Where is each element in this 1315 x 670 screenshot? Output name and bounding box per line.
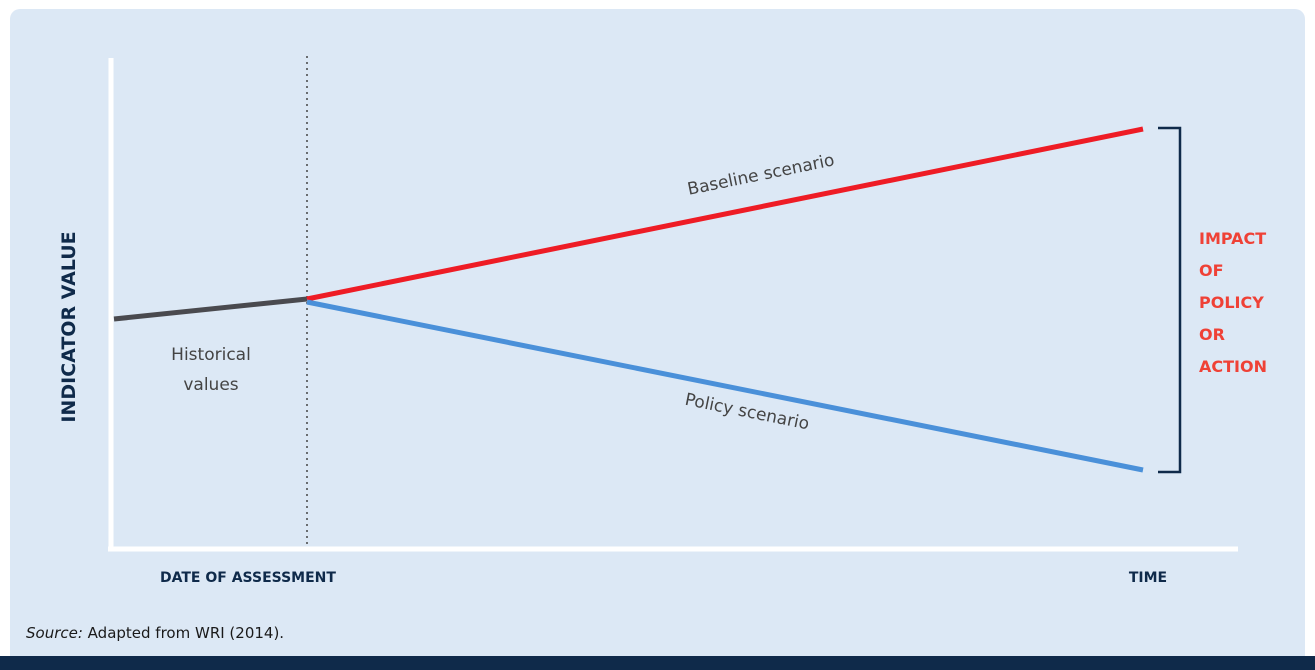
historical-line bbox=[113, 296, 308, 322]
source-prefix: Source: bbox=[26, 624, 83, 642]
bottom-bar bbox=[0, 656, 1315, 670]
impact-label-3: POLICY bbox=[1199, 293, 1264, 312]
y-axis-label: INDICATOR VALUE bbox=[58, 231, 80, 422]
impact-bracket bbox=[1158, 126, 1182, 474]
impact-label-5: ACTION bbox=[1199, 357, 1267, 376]
impact-label-4: OR bbox=[1199, 325, 1225, 344]
source-note: Source: Adapted from WRI (2014). bbox=[26, 624, 284, 642]
impact-label-2: OF bbox=[1199, 261, 1224, 280]
impact-label-1: IMPACT bbox=[1199, 229, 1266, 248]
historical-label-line2: values bbox=[183, 375, 238, 395]
source-text: Adapted from WRI (2014). bbox=[82, 624, 285, 642]
baseline-line bbox=[306, 126, 1144, 302]
historical-label-line1: Historical bbox=[171, 345, 251, 365]
x-axis-right-label: TIME bbox=[1129, 570, 1167, 586]
x-axis-left-label: DATE OF ASSESSMENT bbox=[160, 570, 336, 586]
policy-line bbox=[306, 299, 1144, 473]
policy-label: Policy scenario bbox=[683, 390, 811, 435]
baseline-label: Baseline scenario bbox=[686, 150, 836, 199]
